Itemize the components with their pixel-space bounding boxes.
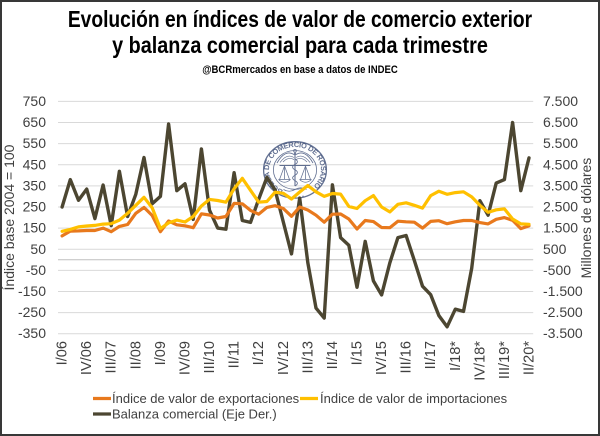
svg-text:6.500: 6.500: [543, 114, 578, 130]
svg-text:1.500: 1.500: [543, 220, 578, 236]
svg-text:I/06: I/06: [55, 341, 71, 365]
svg-text:II/08: II/08: [128, 341, 144, 369]
svg-text:150: 150: [23, 220, 47, 236]
svg-text:III/07: III/07: [104, 341, 120, 373]
svg-text:-50: -50: [26, 262, 46, 278]
svg-text:-2.500: -2.500: [543, 304, 583, 320]
svg-text:500: 500: [543, 241, 567, 257]
svg-text:III/19*: III/19*: [497, 341, 513, 379]
svg-text:IV/12: IV/12: [276, 341, 292, 375]
svg-text:IV/06: IV/06: [79, 341, 95, 375]
svg-text:Índice de valor de importacion: Índice de valor de importaciones: [320, 391, 508, 406]
svg-text:750: 750: [23, 93, 47, 109]
svg-text:-150: -150: [18, 283, 46, 299]
svg-text:III/13: III/13: [300, 341, 316, 373]
svg-text:IV/09: IV/09: [178, 341, 194, 375]
svg-text:-250: -250: [18, 304, 46, 320]
svg-text:I/12: I/12: [251, 341, 267, 365]
svg-text:II/17: II/17: [423, 341, 439, 369]
svg-text:650: 650: [23, 114, 47, 130]
svg-text:-350: -350: [18, 325, 46, 341]
svg-text:550: 550: [23, 135, 47, 151]
svg-text:5.500: 5.500: [543, 135, 578, 151]
svg-text:I/15: I/15: [350, 341, 366, 365]
svg-text:50: 50: [30, 241, 46, 257]
svg-text:450: 450: [23, 156, 47, 172]
svg-text:2.500: 2.500: [543, 199, 578, 215]
svg-text:-3.500: -3.500: [543, 325, 583, 341]
svg-text:Índice base 2004 = 100: Índice base 2004 = 100: [1, 144, 17, 290]
svg-text:7.500: 7.500: [543, 93, 578, 109]
svg-text:-1.500: -1.500: [543, 283, 583, 299]
svg-text:IV/18*: IV/18*: [472, 341, 488, 381]
svg-text:III/10: III/10: [202, 341, 218, 373]
svg-text:I/18*: I/18*: [448, 341, 464, 371]
svg-text:3.500: 3.500: [543, 177, 578, 193]
svg-text:II/20*: II/20*: [522, 341, 538, 375]
svg-text:I/09: I/09: [153, 341, 169, 365]
svg-text:II/11: II/11: [227, 341, 243, 368]
svg-text:Balanza comercial (Eje Der.): Balanza comercial (Eje Der.): [112, 407, 277, 422]
svg-text:-500: -500: [543, 262, 571, 278]
svg-text:Millones de dólares: Millones de dólares: [578, 158, 594, 279]
svg-text:350: 350: [23, 177, 47, 193]
svg-text:III/16: III/16: [399, 341, 415, 373]
svg-text:II/14: II/14: [325, 341, 341, 369]
svg-text:4.500: 4.500: [543, 156, 578, 172]
svg-text:IV/15: IV/15: [374, 341, 390, 375]
svg-text:Índice de valor de exportacion: Índice de valor de exportaciones: [112, 391, 300, 406]
svg-text:250: 250: [23, 199, 47, 215]
